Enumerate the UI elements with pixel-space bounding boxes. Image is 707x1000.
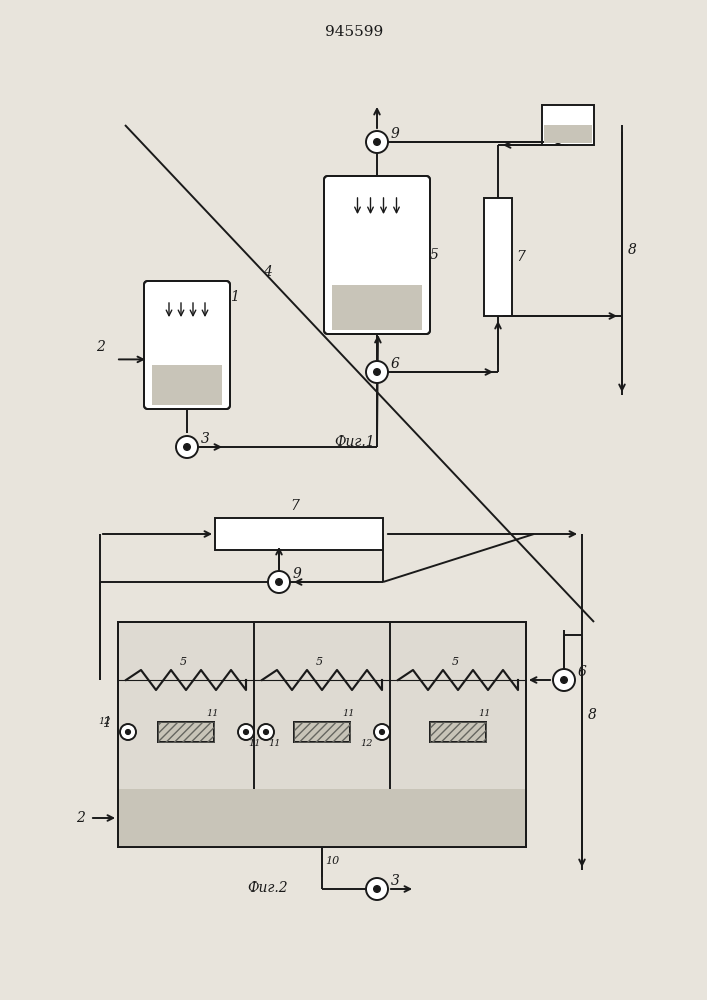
Circle shape <box>238 724 254 740</box>
Bar <box>484 198 512 316</box>
Text: 11: 11 <box>268 740 281 748</box>
Bar <box>118 622 526 847</box>
Circle shape <box>126 730 130 734</box>
Circle shape <box>374 724 390 740</box>
Text: 11: 11 <box>248 740 260 748</box>
Bar <box>215 518 383 550</box>
Text: 11: 11 <box>342 710 354 718</box>
Text: 9: 9 <box>391 127 400 141</box>
Text: 3: 3 <box>201 432 210 446</box>
Text: 10: 10 <box>325 856 339 866</box>
Circle shape <box>561 677 567 683</box>
Circle shape <box>268 571 290 593</box>
Text: 5: 5 <box>430 248 439 262</box>
Circle shape <box>553 669 575 691</box>
Text: 3: 3 <box>391 874 400 888</box>
Circle shape <box>276 579 282 585</box>
Text: 12: 12 <box>98 718 110 726</box>
Text: Фиг.2: Фиг.2 <box>247 881 288 895</box>
Bar <box>294 722 350 742</box>
FancyBboxPatch shape <box>144 281 230 409</box>
Bar <box>119 789 525 847</box>
Text: 2: 2 <box>76 811 85 825</box>
Circle shape <box>366 361 388 383</box>
Bar <box>544 125 592 143</box>
Bar <box>118 622 526 847</box>
Text: 6: 6 <box>391 357 400 371</box>
Text: 6: 6 <box>578 665 587 679</box>
Text: 5: 5 <box>316 657 323 667</box>
Circle shape <box>264 730 269 734</box>
Circle shape <box>380 730 385 734</box>
Circle shape <box>374 139 380 145</box>
Text: 11: 11 <box>478 710 491 718</box>
Text: 5: 5 <box>180 657 187 667</box>
Bar <box>152 365 222 405</box>
Text: 7: 7 <box>516 250 525 264</box>
Bar <box>430 722 486 742</box>
Circle shape <box>374 369 380 375</box>
Text: 1: 1 <box>230 290 239 304</box>
Circle shape <box>176 436 198 458</box>
Circle shape <box>120 724 136 740</box>
Bar <box>158 722 214 742</box>
Text: 11: 11 <box>206 710 218 718</box>
Text: 8: 8 <box>628 243 637 257</box>
Circle shape <box>244 730 248 734</box>
Text: 12: 12 <box>360 740 373 748</box>
Bar <box>158 722 214 742</box>
Circle shape <box>366 131 388 153</box>
Bar <box>542 105 594 145</box>
Text: 8: 8 <box>588 708 597 722</box>
Bar <box>430 722 486 742</box>
Text: 5: 5 <box>452 657 459 667</box>
Circle shape <box>374 886 380 892</box>
FancyBboxPatch shape <box>324 176 430 334</box>
Bar <box>294 722 350 742</box>
Bar <box>332 285 422 330</box>
Text: 2: 2 <box>96 340 105 354</box>
Text: 9: 9 <box>293 567 302 581</box>
Text: 7: 7 <box>291 499 300 513</box>
Circle shape <box>184 444 190 450</box>
Text: Фиг.1: Фиг.1 <box>334 435 375 449</box>
Text: 1: 1 <box>102 716 111 730</box>
Circle shape <box>258 724 274 740</box>
Text: 945599: 945599 <box>325 25 383 39</box>
Circle shape <box>366 878 388 900</box>
Text: 4: 4 <box>263 265 272 279</box>
